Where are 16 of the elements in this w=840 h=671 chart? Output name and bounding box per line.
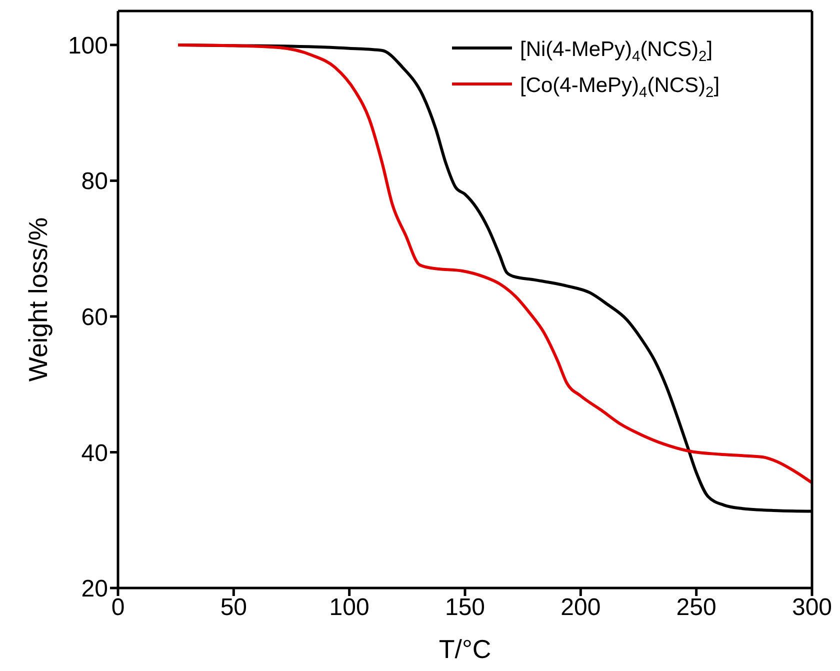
x-tick-label: 250 bbox=[676, 594, 716, 622]
y-tick-label: 80 bbox=[81, 168, 108, 196]
x-tick-label: 100 bbox=[329, 594, 370, 622]
y-axis-title: Weight loss/% bbox=[23, 217, 54, 382]
x-tick-label: 150 bbox=[444, 594, 486, 622]
x-tick-label: 200 bbox=[560, 594, 601, 622]
x-tick-label: 300 bbox=[792, 594, 832, 622]
x-tick-label: 50 bbox=[220, 594, 248, 622]
y-tick-label: 20 bbox=[81, 576, 108, 603]
legend-label: [Co(4-MePy)$_{4}$(NCS)$_{2}$] bbox=[520, 74, 720, 100]
y-tick-label: 40 bbox=[81, 440, 108, 467]
legend-label: [Ni(4-MePy)$_{4}$(NCS)$_{2}$] bbox=[520, 38, 713, 64]
y-tick-label: 60 bbox=[81, 304, 108, 331]
x-axis-title: T/°C bbox=[438, 634, 492, 664]
x-tick-label: 0 bbox=[111, 594, 125, 622]
y-tick-label: 100 bbox=[68, 32, 108, 60]
